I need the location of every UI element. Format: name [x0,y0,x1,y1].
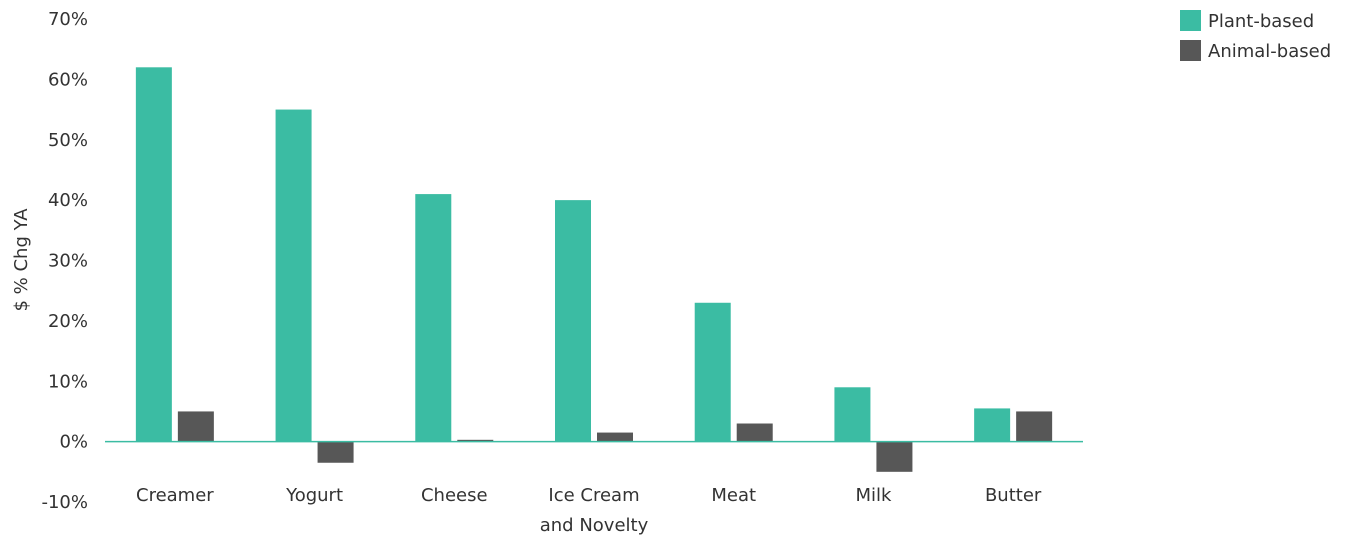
bar-plant-based-2 [415,194,452,442]
category-label: Ice Cream and Novelty [540,485,649,536]
bar-plant-based-4 [694,302,731,442]
bar-animal-based-5 [876,441,913,472]
y-tick-label: 0% [59,432,88,453]
bar-animal-based-6 [1016,411,1053,442]
category-label: Milk [855,485,892,506]
category-label-line: Butter [985,485,1042,506]
bar-animal-based-4 [736,423,773,442]
legend: Plant-based Animal-based [1180,10,1331,62]
bars [135,67,1053,472]
y-tick-labels: -10% 0% 10% 20% 30% 40% 50% 60% 70% [41,9,88,513]
category-label-line: Cheese [421,485,488,506]
bar-animal-based-0 [177,411,214,442]
category-label: Meat [711,485,756,506]
legend-swatch [1180,10,1201,31]
bar-animal-based-2 [457,439,494,442]
y-tick-label: 60% [48,69,88,90]
y-tick-label: 10% [48,371,88,392]
legend-swatch [1180,40,1201,61]
bar-animal-based-1 [317,441,354,463]
category-label-line: Meat [711,485,756,506]
legend-label: Animal-based [1208,41,1331,62]
y-tick-label: 40% [48,190,88,211]
y-tick-label: 50% [48,130,88,151]
category-label: Yogurt [285,485,343,506]
y-tick-label: -10% [41,492,88,513]
category-label: Cheese [421,485,488,506]
category-label-line: Milk [855,485,892,506]
bar-plant-based-1 [275,109,312,442]
category-label-line: Creamer [136,485,214,506]
y-axis-title: $ % Chg YA [11,208,32,312]
y-tick-label: 70% [48,9,88,30]
category-labels: Creamer Yogurt Cheese Ice Cream and Novelty M… [136,485,1042,536]
y-axis: $ % Chg YA -10% 0% 10% 20% 30% 40% 50% 60% 70% [11,9,88,513]
category-label-line: Yogurt [285,485,343,506]
bar-plant-based-0 [135,67,172,442]
legend-label: Plant-based [1208,11,1314,32]
category-label-line: and Novelty [540,515,649,536]
bar-plant-based-5 [834,387,871,442]
bar-animal-based-3 [597,432,633,442]
bar-plant-based-3 [555,200,591,442]
bar-plant-based-6 [974,408,1011,442]
y-tick-label: 30% [48,251,88,272]
y-tick-label: 20% [48,311,88,332]
category-label-line: Ice Cream [548,485,639,506]
category-label: Butter [985,485,1042,506]
category-label: Creamer [136,485,214,506]
